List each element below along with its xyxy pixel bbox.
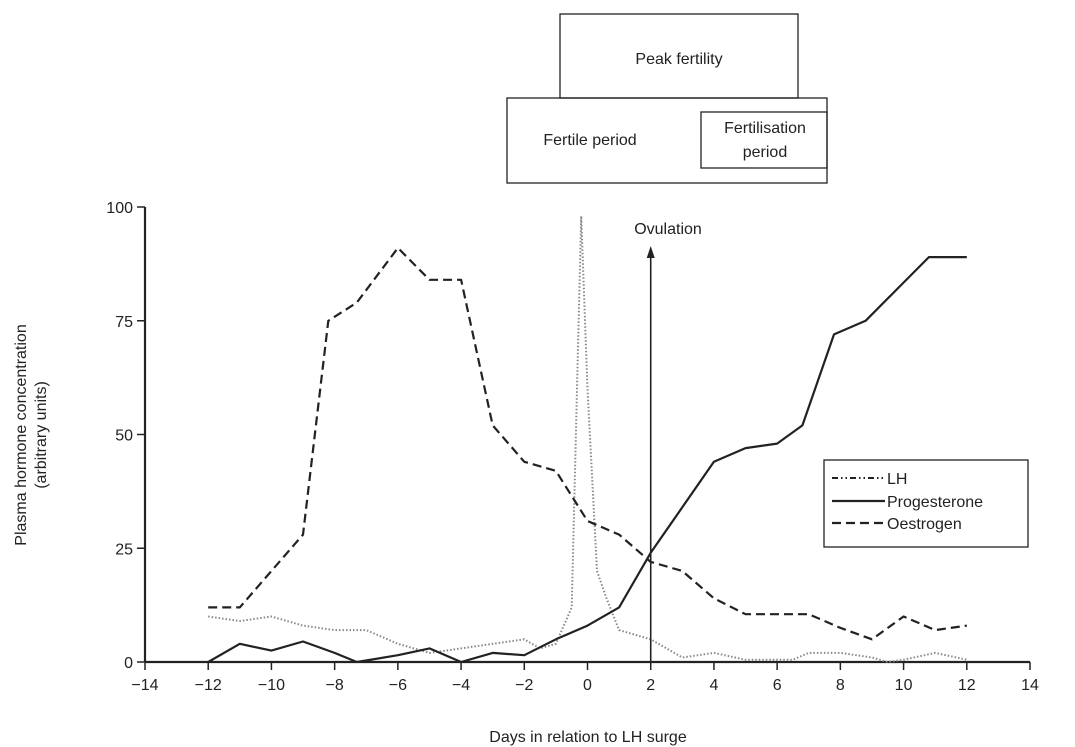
x-tick-label: 10	[895, 677, 913, 694]
series-layer	[207, 215, 968, 664]
axes: −14 −12 −10 −8 −6 −4 −2 0 2 4 6 8 10 12 14 0 25 50 75 100	[106, 200, 1039, 694]
legend-label-progesterone: Progesterone	[887, 494, 983, 511]
x-tick-label: −14	[131, 677, 158, 694]
fertile-period-label: Fertile period	[543, 132, 636, 149]
x-tick-label: 4	[709, 677, 718, 694]
fertilisation-label-line1: Fertilisation	[724, 120, 806, 137]
y-tick-label: 50	[115, 428, 133, 445]
x-ticks: −14 −12 −10 −8 −6 −4 −2 0 2 4 6 8 10 12 14	[131, 662, 1039, 694]
x-tick-label: 0	[583, 677, 592, 694]
peak-fertility-label: Peak fertility	[635, 51, 722, 68]
x-tick-label: −6	[389, 677, 407, 694]
y-tick-label: 25	[115, 541, 133, 558]
fertilisation-label-line2: period	[743, 144, 787, 161]
fertilisation-period-box	[700, 111, 828, 169]
series-line-progesterone	[207, 256, 967, 664]
fertility-boxes: Peak fertility Fertile period Fertilisat…	[506, 13, 828, 184]
x-tick-label: 12	[958, 677, 976, 694]
y-axis-label-line1: Plasma hormone concentration	[13, 324, 30, 545]
x-axis-label: Days in relation to LH surge	[489, 729, 687, 746]
y-axis-label-group: Plasma hormone concentration (arbitrary …	[13, 324, 50, 545]
x-tick-label: 6	[773, 677, 782, 694]
x-tick-label: −12	[195, 677, 222, 694]
x-tick-label: −2	[515, 677, 533, 694]
legend-label-oestrogen: Oestrogen	[887, 516, 962, 533]
x-tick-label: −10	[258, 677, 285, 694]
legend-box	[823, 459, 1029, 548]
series-line-lh	[208, 215, 968, 663]
y-tick-label: 0	[124, 655, 133, 672]
ovulation-label: Ovulation	[634, 221, 702, 238]
x-tick-label: 8	[836, 677, 845, 694]
ovulation-arrow-head	[646, 246, 655, 258]
x-tick-label: 2	[646, 677, 655, 694]
y-tick-label: 75	[115, 314, 133, 331]
series-line-oestrogen	[208, 246, 967, 641]
ovulation-annotation: Ovulation	[634, 221, 702, 662]
y-tick-label: 100	[106, 200, 133, 217]
y-axis-label-line2: (arbitrary units)	[33, 381, 50, 489]
x-tick-label: −8	[326, 677, 344, 694]
legend-label-lh: LH	[887, 471, 907, 488]
x-tick-label: −4	[452, 677, 470, 694]
legend: LH Progesterone Oestrogen	[823, 459, 1029, 548]
x-tick-label: 14	[1021, 677, 1039, 694]
y-ticks: 0 25 50 75 100	[106, 200, 145, 672]
